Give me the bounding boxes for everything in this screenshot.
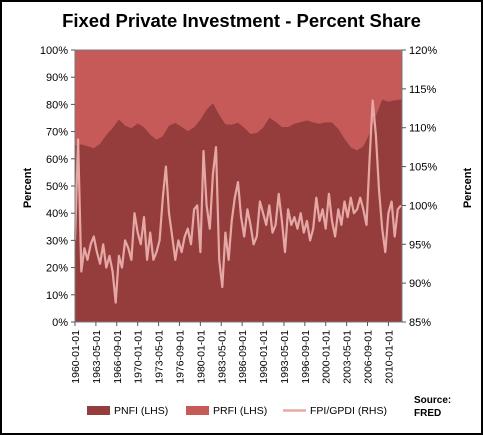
x-tick-label: 1963-05-01 [91,330,103,384]
legend-label: PRFI (LHS) [213,405,267,417]
x-tick-label: 2010-01-01 [383,330,395,384]
x-tick-label: 1980-01-01 [195,330,207,384]
y-right-tick-label: 110% [409,123,437,135]
y-right-tick-label: 105% [409,162,437,174]
source-note: Source: FRED [414,395,452,419]
y-left-tick-label: 10% [46,290,68,302]
y-right-tick-label: 100% [409,200,437,212]
legend-swatch [87,406,110,415]
y-right-tick-label: 120% [409,45,437,57]
y-left-tick-label: 100% [40,45,68,57]
y-left-tick-label: 90% [46,72,68,84]
x-tick-label: 2000-01-01 [321,330,333,384]
x-tick-label: 1986-09-01 [237,330,249,384]
pnfi-area [75,99,402,322]
y-right-tick-label: 85% [409,317,431,329]
x-tick-label: 1993-05-01 [279,330,291,384]
legend-label: FPI/GPDI (RHS) [310,405,387,417]
y-right-tick-label: 95% [409,239,431,251]
y-right-tick-label: 115% [409,84,437,96]
fpi-gpdi-line [73,99,402,304]
x-tick-label: 1973-05-01 [154,330,166,384]
y-left-tick-label: 80% [46,99,68,111]
legend-label: PNFI (LHS) [114,405,168,417]
x-tick-label: 1970-01-01 [133,330,145,384]
y-left-tick-label: 70% [46,127,68,139]
chart-title: Fixed Private Investment - Percent Share [62,10,421,31]
y-left-tick-label: 30% [46,235,68,247]
y-left-tick-label: 50% [46,181,68,193]
legend-swatch [186,406,209,415]
y-left-tick-label: 0% [52,317,68,329]
x-tick-label: 1990-01-01 [258,330,270,384]
x-tick-label: 2006-09-01 [363,330,375,384]
x-tick-label: 2003-05-01 [342,330,354,384]
y-left-tick-label: 40% [46,208,68,220]
y-left-tick-label: 60% [46,154,68,166]
x-tick-label: 1960-01-01 [70,330,82,384]
x-tick-label: 1966-09-01 [112,330,124,384]
y-left-tick-label: 20% [46,263,68,275]
y-right-tick-label: 90% [409,278,431,290]
x-tick-label: 1976-09-01 [174,330,186,384]
x-tick-label: 1983-05-01 [216,330,228,384]
x-tick-label: 1996-09-01 [300,330,312,384]
